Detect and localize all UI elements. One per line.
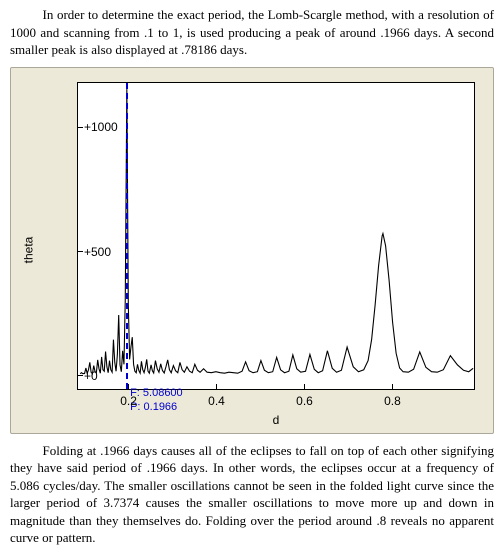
- periodogram-chart-panel: theta F: 5.08600 P: 0.1966 +0+500+10000.…: [10, 67, 494, 434]
- x-tick-label: 0.6: [296, 393, 313, 409]
- y-tick-label: +0: [84, 368, 138, 384]
- x-tick-label: 0.2: [120, 393, 137, 409]
- plot-area: F: 5.08600 P: 0.1966 +0+500+10000.20.40.…: [77, 82, 475, 390]
- x-tick: [128, 384, 129, 389]
- y-tick: [78, 251, 83, 252]
- x-axis-label: d: [77, 412, 475, 428]
- paragraph-bottom: Folding at .1966 days causes all of the …: [10, 442, 494, 547]
- cursor-frequency-label: F: 5.08600: [130, 386, 183, 401]
- x-tick: [304, 384, 305, 389]
- y-tick-label: +1000: [84, 119, 138, 135]
- y-axis-label: theta: [20, 237, 36, 264]
- x-tick: [392, 384, 393, 389]
- paragraph-top: In order to determine the exact period, …: [10, 6, 494, 59]
- y-tick: [78, 127, 83, 128]
- y-tick: [78, 375, 83, 376]
- x-tick: [216, 384, 217, 389]
- x-tick-label: 0.4: [208, 393, 225, 409]
- x-tick-label: 0.8: [384, 393, 401, 409]
- y-tick-label: +500: [84, 243, 138, 259]
